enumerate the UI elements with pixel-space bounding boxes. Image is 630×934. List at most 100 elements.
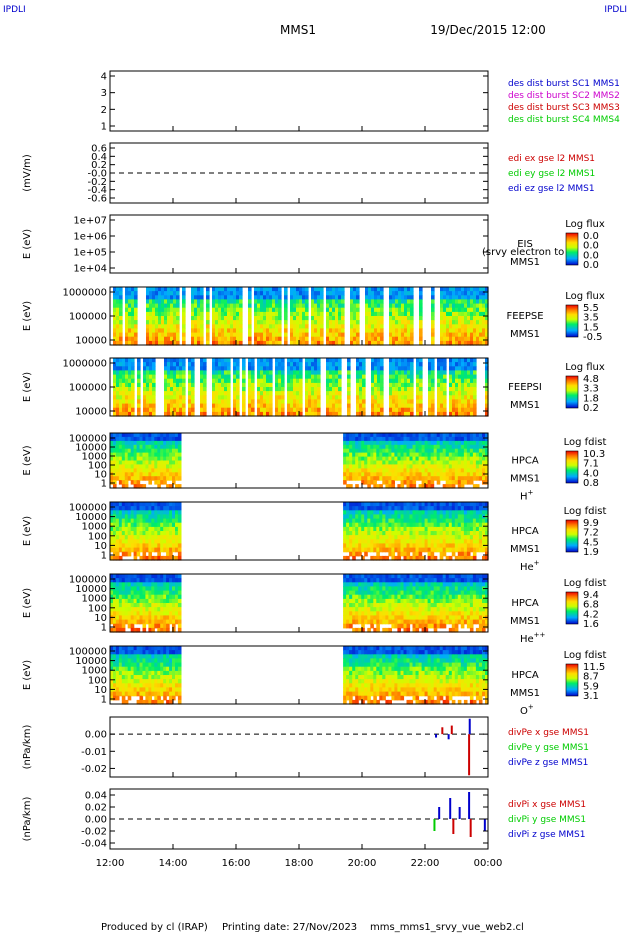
spectrogram-cell [275, 291, 279, 296]
spectrogram-cell [113, 555, 117, 561]
spectrogram-cell [169, 514, 173, 520]
spectrogram-cell [170, 374, 174, 380]
spectrogram-cell [437, 411, 441, 417]
spectrogram-cell [403, 480, 408, 485]
spectrogram-cell [173, 303, 177, 309]
spectrogram-cell [221, 328, 225, 334]
spectrogram-cell [460, 551, 465, 557]
spectrogram-cell [433, 433, 438, 438]
spectrogram-cell [380, 320, 384, 325]
colorbar-tick-label: 0.0 [583, 250, 599, 261]
spectrogram-cell [418, 506, 423, 511]
spectrogram-cell [478, 452, 483, 458]
spectrogram-cell [403, 539, 408, 544]
spectrogram-cell [302, 287, 306, 292]
spectrogram-cell [391, 555, 395, 561]
spectrogram-cell [194, 295, 198, 300]
spectrogram-cell [170, 336, 174, 342]
spectrogram-cell [421, 484, 426, 489]
spectrogram-cell [118, 480, 123, 485]
spectrogram-cell [431, 324, 435, 329]
spectrogram-cell [335, 358, 339, 363]
spectrogram-cell [133, 480, 138, 485]
spectrogram-cell [128, 387, 132, 392]
spectrogram-cell [127, 472, 132, 477]
spectrogram-cell [293, 407, 297, 413]
spectrogram-cell [398, 370, 402, 376]
spectrogram-cell [227, 291, 231, 296]
spectrogram-cell [200, 340, 204, 346]
spectrogram-cell [376, 526, 380, 532]
spectrogram-cell [412, 452, 417, 458]
spectrogram-cell [404, 340, 408, 346]
spectrogram-cell [142, 539, 147, 544]
spectrogram-cell [200, 358, 204, 363]
spectrogram-cell [475, 436, 480, 442]
spectrogram-cell [296, 382, 300, 388]
spectrogram-cell [311, 316, 315, 321]
spectrogram-cell [410, 395, 414, 400]
spectrogram-cell [469, 440, 474, 446]
spectrogram-cell [119, 374, 123, 380]
spectrogram-cell [151, 518, 155, 524]
spectrogram-cell [236, 332, 240, 338]
spectrogram-cell [124, 476, 129, 481]
spectrogram-cell [382, 464, 386, 469]
spectrogram-cell [454, 502, 459, 507]
spectrogram-cell [124, 598, 129, 604]
spectrogram-cell [128, 407, 132, 413]
spectrogram-cell [449, 370, 453, 376]
spectrogram-cell [443, 311, 447, 317]
spectrogram-cell [311, 336, 315, 342]
spectrogram-cell [269, 320, 273, 325]
spectrogram-cell [392, 320, 396, 325]
spectrogram-cell [133, 598, 138, 604]
spectrogram-cell [392, 291, 396, 296]
spectrogram-cell [404, 407, 408, 413]
spectrogram-cell [248, 328, 252, 334]
spectrogram-cell [445, 436, 450, 442]
spectrogram-cell [177, 514, 182, 520]
spectrogram-cell [472, 539, 477, 544]
spectrogram-cell [281, 407, 285, 413]
spectrogram-cell [110, 582, 114, 587]
spectrogram-cell [362, 399, 366, 405]
spectrogram-cell [146, 316, 150, 321]
spectrogram-cell [130, 607, 135, 612]
spectrogram-cell [176, 378, 180, 384]
spectrogram-cell [287, 358, 291, 363]
spectrogram-cell [356, 387, 360, 392]
spectrogram-cell [458, 374, 462, 380]
spectrogram-cell [418, 456, 423, 462]
spectrogram-cell [173, 399, 177, 405]
spectrogram-cell [110, 440, 114, 446]
spectrogram-cell [424, 502, 429, 507]
spectrogram-cell [443, 291, 447, 296]
spectrogram-cell [431, 374, 435, 380]
spectrogram-cell [385, 476, 389, 481]
spectrogram-cell [361, 522, 365, 528]
spectrogram-cell [133, 547, 138, 553]
spectrogram-cell [329, 403, 333, 409]
spectrogram-cell [355, 436, 359, 442]
spectrogram-cell [467, 382, 471, 388]
spectrogram-cell [230, 295, 234, 300]
spectrogram-cell [346, 555, 350, 561]
spectrogram-cell [164, 407, 168, 413]
spectrogram-cell [139, 547, 144, 553]
spectrogram-cell [436, 433, 441, 438]
spectrogram-cell [169, 535, 173, 540]
spectrogram-cell [293, 303, 297, 309]
spectrogram-cell [133, 506, 138, 511]
spectrogram-cell [394, 522, 398, 528]
spectrogram-cell [418, 543, 423, 549]
spectrogram-cell [364, 502, 368, 507]
spectrogram-cell [430, 514, 435, 520]
spectrogram-cell [382, 476, 386, 481]
y-tick-label: 1e+05 [73, 248, 107, 259]
spectrogram-cell [365, 307, 369, 313]
spectrogram-cell [338, 387, 342, 392]
spectrogram-cell [371, 311, 375, 317]
spectrogram-cell [170, 295, 174, 300]
spectrogram-cell [293, 320, 297, 325]
